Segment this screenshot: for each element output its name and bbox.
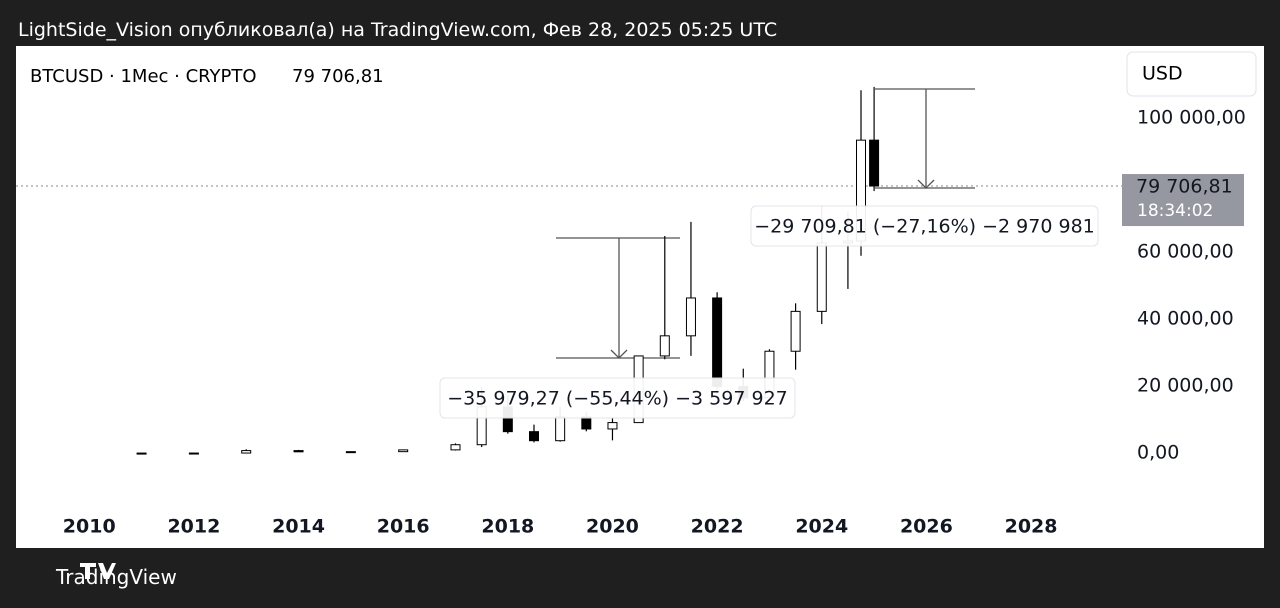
measure-box xyxy=(750,205,1099,247)
x-tick-label: 2022 xyxy=(691,516,744,538)
x-tick-label: 2018 xyxy=(481,516,534,538)
x-tick-label: 2026 xyxy=(900,516,953,538)
y-tick-label: 20 000,00 xyxy=(1137,375,1234,397)
y-tick-label: 0,00 xyxy=(1137,442,1179,464)
candle-body xyxy=(528,431,539,442)
last-price-box xyxy=(1122,174,1244,227)
brand: TradingView xyxy=(56,565,177,589)
y-tick-label: 40 000,00 xyxy=(1137,308,1234,330)
attribution: LightSide_Vision опубликовал(а) на Tradi… xyxy=(18,19,778,41)
x-tick-label: 2016 xyxy=(377,516,430,538)
measure-box xyxy=(439,377,796,419)
candle-body xyxy=(659,335,670,357)
candle-body xyxy=(712,297,723,387)
candle-body xyxy=(345,451,356,454)
candle-body xyxy=(607,422,618,430)
candle-body xyxy=(685,297,696,337)
candle-body xyxy=(581,416,592,430)
candle-body xyxy=(555,416,566,442)
x-tick-label: 2012 xyxy=(167,516,220,538)
x-tick-label: 2014 xyxy=(272,516,325,538)
currency: USD xyxy=(1142,63,1183,85)
title-price: 79 706,81 xyxy=(292,66,384,87)
candle-body xyxy=(869,139,880,187)
x-tick-label: 2028 xyxy=(1005,516,1058,538)
candle-body xyxy=(241,450,252,454)
x-tick-label: 2020 xyxy=(586,516,639,538)
y-tick-label: 100 000,00 xyxy=(1137,107,1246,129)
measure-label: −29 709,81 (−27,16%) −2 970 981 xyxy=(754,216,1095,238)
candle-body xyxy=(188,452,199,455)
candle-body xyxy=(790,310,801,352)
currency-box xyxy=(1126,51,1257,97)
x-tick-label: 2024 xyxy=(795,516,848,538)
candle-body xyxy=(398,449,409,453)
brand-logo xyxy=(80,563,116,579)
countdown: 18:34:02 xyxy=(1137,201,1213,221)
symbol-title: BTCUSD · 1Мес · CRYPTO xyxy=(30,66,257,87)
measure-label: −35 979,27 (−55,44%) −3 597 927 xyxy=(447,388,788,410)
measure-lines xyxy=(556,88,975,359)
y-tick-label: 60 000,00 xyxy=(1137,241,1234,263)
x-tick-label: 2010 xyxy=(63,516,116,538)
last-price-label: 79 706,81 xyxy=(1136,176,1233,198)
candle-body xyxy=(816,242,827,312)
panel xyxy=(16,46,1264,548)
candle-body xyxy=(450,444,461,451)
candle-body xyxy=(293,450,304,453)
candle-body xyxy=(136,452,147,455)
